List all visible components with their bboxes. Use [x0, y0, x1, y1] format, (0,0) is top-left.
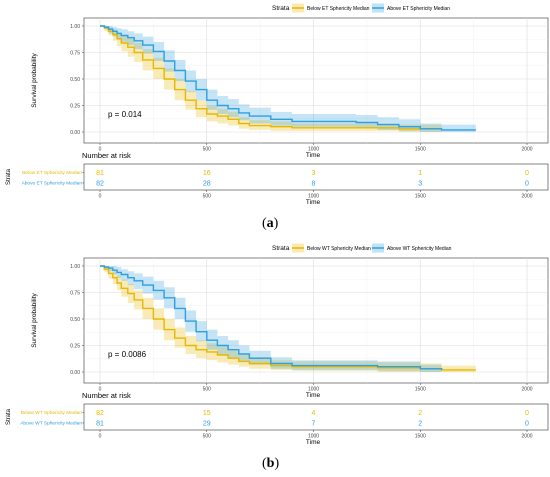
risk-count: 0 [525, 421, 529, 428]
risk-x-tick-label: 1000 [308, 434, 319, 440]
plot-area [83, 257, 549, 384]
y-tick-label: 0.25 [70, 103, 80, 109]
risk-count: 82 [96, 410, 104, 417]
y-tick-label: 0.00 [70, 130, 80, 136]
risk-x-tick-label: 2000 [521, 194, 532, 200]
y-axis-label: Survival probability [31, 292, 38, 347]
x-axis-label: Time [306, 152, 321, 159]
risk-x-tick-label: 500 [203, 434, 212, 440]
risk-count: 7 [312, 421, 316, 428]
risk-x-tick-label: 500 [203, 194, 212, 200]
risk-count: 81 [96, 421, 104, 428]
risk-row-label: Above WT Sphericity Median [20, 421, 82, 427]
p-value: p = 0.0086 [108, 350, 147, 359]
risk-row-label: Below WT Sphericity Median [21, 410, 83, 416]
x-tick-label: 0 [99, 387, 102, 393]
x-axis-label: Time [306, 392, 321, 399]
risk-row-label: Above ET Sphericity Median [22, 181, 83, 187]
y-tick-label: 0.50 [70, 317, 80, 323]
survival-curve-0 [100, 25, 442, 130]
x-tick-label: 500 [203, 147, 212, 153]
risk-count: 82 [96, 181, 104, 188]
y-tick-label: 0.50 [70, 77, 80, 83]
y-tick-label: 1.00 [70, 264, 80, 270]
risk-count: 8 [312, 181, 316, 188]
panel-label-b: (b) [262, 456, 280, 471]
risk-count: 2 [418, 421, 422, 428]
risk-table-box [83, 403, 549, 431]
chart-panel-b: Strata Below WT Sphericity Median Above WT… [6, 243, 549, 446]
risk-table-ylabel: Strata [6, 408, 12, 425]
x-tick-label: 500 [203, 387, 212, 393]
y-tick-label: 0.75 [70, 50, 80, 56]
risk-x-tick-label: 1000 [308, 194, 319, 200]
x-tick-label: 1500 [415, 387, 426, 393]
legend-title: Strata [272, 245, 290, 252]
risk-row-label: Below ET Sphericity Median [22, 170, 82, 176]
risk-x-axis-label: Time [306, 439, 321, 446]
survival-curve-0 [100, 265, 476, 371]
legend-entry-1: Above WT Sphericity Median [387, 246, 452, 252]
risk-x-tick-label: 1500 [415, 434, 426, 440]
panel-label-a: (a) [262, 216, 279, 231]
p-value: p = 0.014 [108, 110, 142, 119]
survival-curve-1 [100, 265, 443, 370]
risk-table-box [83, 163, 549, 191]
risk-count: 16 [203, 170, 211, 177]
risk-x-tick-label: 0 [99, 434, 102, 440]
legend-entry-0: Below WT Sphericity Median [307, 246, 371, 252]
risk-table-title: Number at risk [82, 391, 131, 400]
risk-count: 0 [525, 181, 529, 188]
x-tick-label: 1000 [308, 387, 319, 393]
risk-count: 28 [203, 181, 211, 188]
risk-count: 15 [203, 410, 211, 417]
y-tick-label: 0.75 [70, 290, 80, 296]
legend-entry-0: Below ET Sphericity Median [307, 6, 370, 12]
risk-count: 0 [525, 410, 529, 417]
risk-x-tick-label: 2000 [521, 434, 532, 440]
risk-x-tick-label: 0 [99, 194, 102, 200]
x-tick-label: 2000 [521, 387, 532, 393]
risk-count: 29 [203, 421, 211, 428]
x-tick-label: 1000 [308, 147, 319, 153]
risk-count: 3 [312, 170, 316, 177]
risk-count: 1 [418, 170, 422, 177]
y-tick-label: 0.25 [70, 343, 80, 349]
survival-curve-1 [100, 25, 476, 131]
risk-x-tick-label: 1500 [415, 194, 426, 200]
y-tick-label: 0.00 [70, 370, 80, 376]
x-tick-label: 2000 [521, 147, 532, 153]
risk-table-ylabel: Strata [6, 168, 12, 185]
risk-x-axis-label: Time [306, 199, 321, 206]
y-tick-label: 1.00 [70, 24, 80, 30]
risk-table-title: Number at risk [82, 151, 131, 160]
y-axis-label: Survival probability [31, 52, 38, 107]
chart-panel-a: Strata Below ET Sphericity Median Above ET… [6, 3, 549, 206]
risk-count: 3 [418, 181, 422, 188]
risk-count: 81 [96, 170, 104, 177]
risk-count: 2 [418, 410, 422, 417]
ci-band-0 [100, 26, 442, 132]
legend-title: Strata [272, 5, 290, 12]
risk-count: 0 [525, 170, 529, 177]
plot-area [83, 17, 549, 144]
x-tick-label: 0 [99, 147, 102, 153]
x-tick-label: 1500 [415, 147, 426, 153]
legend-entry-1: Above ET Sphericity Median [387, 6, 450, 12]
risk-count: 4 [312, 410, 316, 417]
